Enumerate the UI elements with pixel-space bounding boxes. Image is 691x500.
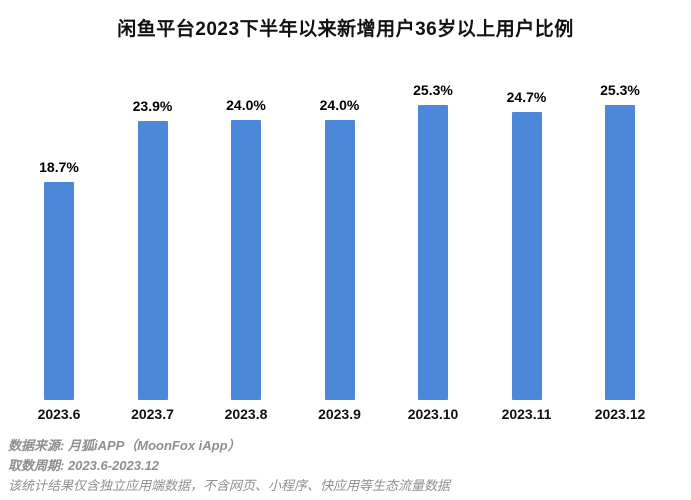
bar-column: 25.3% bbox=[589, 82, 651, 400]
plot-area: 18.7% 23.9% 24.0% 24.0% 25.3% 24.7% 25.3% bbox=[28, 60, 651, 400]
bar-value-label: 24.7% bbox=[506, 89, 547, 105]
x-axis-label: 2023.11 bbox=[501, 406, 552, 422]
x-axis-label: 2023.12 bbox=[594, 406, 646, 422]
bar-column: 24.0% bbox=[215, 97, 277, 400]
bar-value-label: 25.3% bbox=[413, 82, 453, 98]
bar-column: 24.7% bbox=[496, 89, 558, 400]
x-axis: 2023.6 2023.7 2023.8 2023.9 2023.10 2023.11 20… bbox=[28, 406, 651, 422]
bar bbox=[418, 105, 448, 400]
x-axis-label: 2023.6 bbox=[37, 406, 81, 422]
bar-column: 18.7% bbox=[28, 159, 90, 400]
bar-value-label: 24.0% bbox=[226, 97, 266, 113]
x-axis-label: 2023.7 bbox=[131, 406, 174, 422]
x-axis-label: 2023.10 bbox=[407, 406, 459, 422]
bar-value-label: 23.9% bbox=[132, 98, 173, 114]
bar-value-label: 18.7% bbox=[39, 159, 79, 175]
chart-footer: 数据来源: 月狐iAPP（MoonFox iApp） 取数周期: 2023.6-… bbox=[8, 436, 683, 496]
bar bbox=[324, 120, 355, 400]
bar-value-label: 24.0% bbox=[319, 97, 360, 113]
x-axis-label: 2023.8 bbox=[224, 406, 268, 422]
chart-title: 闲鱼平台2023下半年以来新增用户36岁以上用户比例 bbox=[117, 19, 574, 40]
footer-data-source: 数据来源: 月狐iAPP（MoonFox iApp） bbox=[8, 438, 241, 453]
bar bbox=[511, 112, 542, 400]
bar-column: 23.9% bbox=[122, 98, 184, 400]
bar bbox=[231, 120, 261, 400]
bar bbox=[44, 182, 74, 400]
bar-column: 24.0% bbox=[309, 97, 371, 400]
footer-disclaimer: 该统计结果仅含独立应用端数据，不含网页、小程序、快应用等生态流量数据 bbox=[8, 478, 451, 493]
bar-value-label: 25.3% bbox=[600, 82, 640, 98]
bar bbox=[137, 121, 168, 400]
bar bbox=[605, 105, 635, 400]
bar-column: 25.3% bbox=[402, 82, 464, 400]
footer-data-period: 取数周期: 2023.6-2023.12 bbox=[8, 458, 160, 473]
x-axis-label: 2023.9 bbox=[318, 406, 361, 422]
